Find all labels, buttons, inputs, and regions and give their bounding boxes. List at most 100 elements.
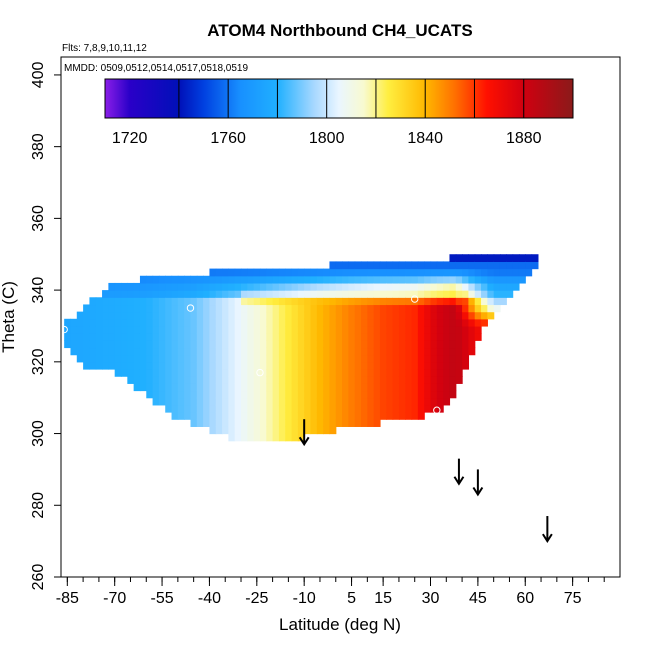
field-cell	[158, 340, 166, 349]
descent-arrow	[542, 516, 553, 543]
field-cell	[215, 412, 223, 420]
x-axis-label: Latitude (deg N)	[279, 615, 401, 634]
y-tick-label: 340	[30, 277, 47, 304]
field-cell	[417, 261, 425, 270]
field-cell	[361, 304, 368, 313]
field-cell	[449, 325, 457, 334]
field-cell	[165, 282, 173, 291]
field-cell	[411, 297, 419, 306]
field-cell	[316, 340, 324, 349]
field-cell	[285, 282, 293, 291]
field-cell	[354, 376, 362, 384]
field-cell	[285, 311, 293, 320]
field-cell	[241, 290, 248, 298]
field-cell	[76, 311, 84, 320]
field-cell	[392, 290, 400, 298]
field-cell	[177, 397, 185, 406]
field-cell	[342, 311, 349, 320]
field-cell	[323, 376, 331, 384]
field-cell	[392, 383, 400, 392]
field-cell	[462, 297, 470, 306]
field-cell	[449, 275, 457, 284]
field-cell	[354, 369, 362, 377]
field-cell	[165, 275, 173, 284]
field-cell	[468, 311, 476, 320]
field-cell	[215, 268, 223, 277]
field-cell	[354, 311, 362, 320]
field-cell	[266, 376, 274, 384]
field-cell	[171, 376, 179, 384]
colorbar-tick-label: 1800	[309, 130, 345, 147]
field-cell	[291, 397, 299, 406]
field-cell	[272, 325, 280, 334]
field-cell	[449, 340, 457, 349]
field-cell	[285, 340, 293, 349]
field-cell	[272, 290, 280, 298]
field-cell	[361, 412, 368, 420]
descent-arrow	[298, 419, 310, 447]
field-cell	[259, 390, 267, 399]
field-cell	[474, 304, 482, 313]
field-cell	[278, 318, 286, 327]
field-cell	[525, 261, 533, 270]
field-cell	[203, 290, 211, 298]
field-cell	[297, 397, 305, 406]
field-cell	[379, 347, 387, 356]
field-cell	[89, 311, 97, 320]
field-cell	[367, 340, 375, 349]
field-cell	[291, 354, 299, 363]
field-cell	[285, 347, 293, 356]
field-cell	[152, 376, 160, 384]
field-cell	[152, 297, 160, 306]
field-cell	[455, 254, 463, 263]
field-cell	[323, 325, 331, 334]
field-cell	[449, 333, 457, 341]
field-cell	[241, 268, 248, 277]
field-cell	[215, 383, 223, 392]
field-cell	[165, 404, 173, 413]
field-cell	[398, 290, 406, 298]
field-cell	[171, 304, 179, 313]
field-cell	[297, 275, 305, 284]
field-cell	[506, 290, 514, 298]
field-cell	[487, 275, 495, 284]
field-cell	[354, 268, 362, 277]
field-cell	[304, 426, 312, 435]
field-cell	[323, 361, 331, 370]
field-cell	[417, 304, 425, 313]
field-cell	[424, 354, 432, 363]
field-cell	[525, 254, 533, 263]
field-cell	[367, 361, 375, 370]
field-cell	[405, 376, 413, 384]
field-cell	[158, 354, 166, 363]
field-cell	[222, 340, 229, 349]
field-cell	[411, 369, 419, 377]
field-cell	[266, 433, 274, 442]
field-cell	[379, 297, 387, 306]
field-cell	[247, 325, 255, 334]
field-cell	[449, 354, 457, 363]
field-cell	[398, 390, 406, 399]
field-cell	[184, 275, 192, 284]
field-cell	[443, 290, 451, 298]
field-cell	[323, 412, 331, 420]
field-cell	[121, 354, 128, 363]
field-cell	[367, 333, 375, 341]
field-cell	[455, 304, 463, 313]
field-cell	[222, 347, 229, 356]
field-cell	[424, 304, 432, 313]
field-cell	[474, 261, 482, 270]
field-cell	[259, 376, 267, 384]
field-cell	[323, 369, 331, 377]
field-cell	[102, 297, 109, 306]
field-cell	[354, 304, 362, 313]
field-cell	[392, 333, 400, 341]
field-cell	[184, 290, 192, 298]
field-cell	[430, 383, 438, 392]
field-cell	[278, 361, 286, 370]
field-cell	[234, 404, 242, 413]
field-cell	[379, 311, 387, 320]
field-cell	[405, 304, 413, 313]
field-cell	[392, 397, 400, 406]
field-cell	[64, 340, 72, 349]
